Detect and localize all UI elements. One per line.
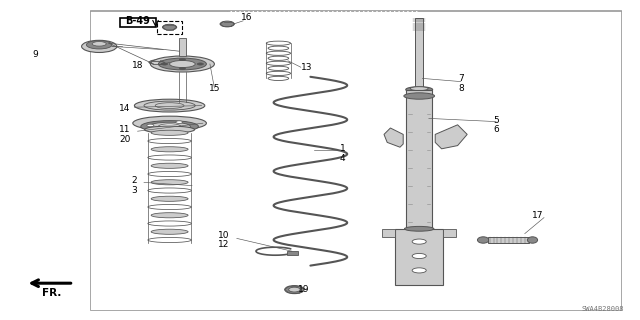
Text: 12: 12 bbox=[218, 240, 230, 249]
Text: 19: 19 bbox=[298, 285, 310, 294]
Ellipse shape bbox=[145, 126, 195, 133]
Bar bbox=[120, 18, 156, 27]
Ellipse shape bbox=[412, 253, 426, 259]
Ellipse shape bbox=[404, 93, 435, 99]
Text: 8: 8 bbox=[458, 84, 463, 92]
Ellipse shape bbox=[163, 24, 177, 30]
Text: 14: 14 bbox=[119, 104, 131, 113]
Ellipse shape bbox=[82, 40, 117, 52]
Ellipse shape bbox=[133, 116, 207, 130]
Text: 17: 17 bbox=[532, 212, 543, 220]
Ellipse shape bbox=[175, 121, 183, 124]
Ellipse shape bbox=[151, 130, 188, 135]
Ellipse shape bbox=[134, 99, 205, 112]
Ellipse shape bbox=[158, 58, 206, 70]
Ellipse shape bbox=[477, 237, 489, 243]
Ellipse shape bbox=[159, 124, 181, 129]
Text: 15: 15 bbox=[209, 84, 220, 92]
Ellipse shape bbox=[285, 286, 304, 294]
Text: 7: 7 bbox=[458, 74, 463, 83]
Ellipse shape bbox=[161, 63, 168, 65]
Ellipse shape bbox=[170, 60, 195, 68]
Ellipse shape bbox=[220, 21, 234, 27]
Ellipse shape bbox=[527, 237, 538, 243]
Bar bbox=[179, 38, 186, 56]
Text: B-49: B-49 bbox=[125, 16, 150, 26]
Text: FR.: FR. bbox=[42, 288, 61, 298]
Text: 6: 6 bbox=[493, 125, 499, 134]
Text: 11: 11 bbox=[119, 125, 131, 134]
Text: 5: 5 bbox=[493, 116, 499, 124]
Polygon shape bbox=[384, 128, 403, 147]
Bar bbox=[488, 237, 529, 243]
Ellipse shape bbox=[406, 87, 433, 92]
Ellipse shape bbox=[147, 124, 154, 127]
Text: 1: 1 bbox=[340, 144, 345, 153]
Ellipse shape bbox=[175, 127, 183, 130]
Text: 2: 2 bbox=[132, 176, 137, 185]
Bar bbox=[90, 10, 621, 310]
Bar bbox=[383, 229, 396, 237]
Ellipse shape bbox=[151, 229, 188, 234]
Text: 18: 18 bbox=[132, 61, 143, 70]
Ellipse shape bbox=[151, 196, 188, 201]
Bar bbox=[415, 18, 424, 90]
Text: 10: 10 bbox=[218, 231, 230, 240]
Text: 13: 13 bbox=[301, 63, 313, 72]
Bar bbox=[443, 229, 456, 237]
Ellipse shape bbox=[412, 268, 426, 273]
Ellipse shape bbox=[92, 42, 106, 46]
Ellipse shape bbox=[86, 41, 112, 49]
Ellipse shape bbox=[410, 87, 428, 91]
Ellipse shape bbox=[412, 239, 426, 244]
Bar bbox=[287, 251, 298, 255]
Ellipse shape bbox=[149, 122, 191, 131]
Ellipse shape bbox=[151, 147, 188, 152]
Ellipse shape bbox=[151, 163, 188, 168]
Ellipse shape bbox=[179, 59, 186, 61]
Text: 20: 20 bbox=[119, 135, 131, 144]
Bar bbox=[157, 21, 182, 34]
Text: 4: 4 bbox=[340, 154, 345, 163]
Text: 16: 16 bbox=[241, 13, 252, 22]
Bar bbox=[396, 229, 444, 285]
Ellipse shape bbox=[289, 287, 300, 292]
Ellipse shape bbox=[151, 180, 188, 185]
Ellipse shape bbox=[197, 63, 204, 65]
Text: SWA4B28008: SWA4B28008 bbox=[582, 306, 624, 312]
Text: 3: 3 bbox=[132, 186, 137, 195]
Polygon shape bbox=[435, 125, 467, 149]
Bar bbox=[406, 90, 432, 229]
Ellipse shape bbox=[141, 121, 198, 132]
Ellipse shape bbox=[150, 56, 214, 72]
Ellipse shape bbox=[404, 227, 434, 231]
Ellipse shape bbox=[156, 103, 184, 108]
Text: 9: 9 bbox=[33, 50, 38, 59]
Ellipse shape bbox=[151, 213, 188, 218]
Ellipse shape bbox=[179, 68, 186, 70]
